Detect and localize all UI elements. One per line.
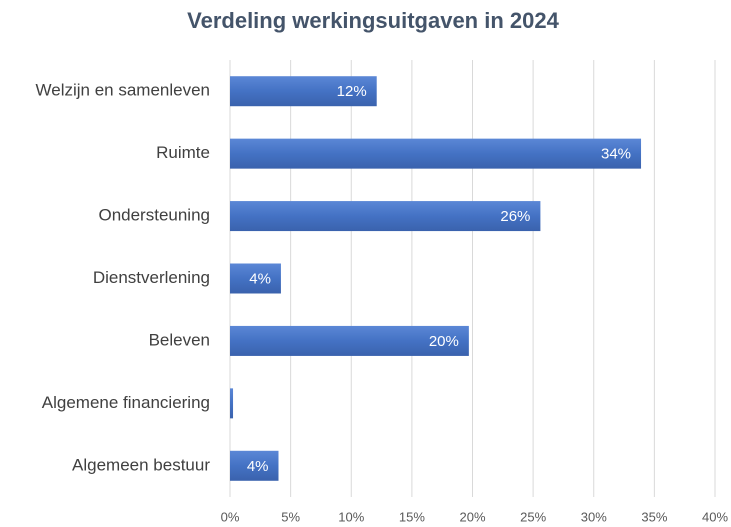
value-label: 12%	[337, 83, 367, 100]
y-tick-label: Ondersteuning	[98, 206, 210, 225]
y-tick-label: Algemene financiering	[42, 393, 210, 412]
bar	[230, 76, 377, 107]
x-tick-label: 35%	[641, 509, 667, 524]
bar	[230, 201, 541, 232]
bar	[230, 388, 234, 419]
value-label: 26%	[500, 208, 530, 225]
bar	[230, 325, 469, 356]
y-tick-label: Dienstverlening	[93, 268, 210, 287]
x-tick-label: 5%	[281, 509, 300, 524]
x-tick-label: 0%	[221, 509, 240, 524]
y-tick-label: Ruimte	[156, 143, 210, 162]
y-tick-label: Beleven	[149, 330, 210, 349]
value-label: 34%	[601, 146, 631, 163]
bar	[230, 263, 281, 294]
value-label: 20%	[429, 333, 459, 350]
y-tick-label: Welzijn en samenleven	[36, 81, 211, 100]
bar	[230, 450, 279, 481]
x-tick-label: 30%	[581, 509, 607, 524]
x-tick-label: 20%	[459, 509, 485, 524]
value-label: 4%	[249, 270, 271, 287]
value-label: 4%	[247, 458, 269, 475]
x-tick-label: 40%	[702, 509, 728, 524]
x-tick-label: 10%	[338, 509, 364, 524]
x-tick-label: 15%	[399, 509, 425, 524]
chart-title: Verdeling werkingsuitgaven in 2024	[187, 8, 559, 33]
y-tick-label: Algemeen bestuur	[72, 455, 210, 474]
bar	[230, 138, 642, 169]
x-tick-label: 25%	[520, 509, 546, 524]
